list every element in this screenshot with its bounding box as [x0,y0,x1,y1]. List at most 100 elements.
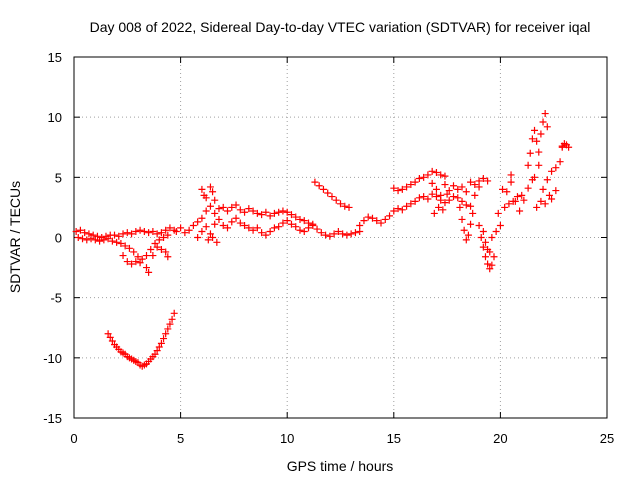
data-point [415,175,423,183]
data-point [219,203,227,211]
chart-title: Day 008 of 2022, Sidereal Day-to-day VTE… [90,19,591,35]
data-point [206,183,214,191]
series-baseline-b [74,231,172,263]
x-tick-label: 10 [280,431,294,446]
data-point [113,238,121,246]
data-point [296,215,304,223]
data-point [275,223,283,231]
data-point [270,224,278,232]
data-point [198,214,206,222]
data-point [471,191,479,199]
data-point [524,161,532,169]
data-point [531,126,539,134]
data-point [398,185,406,193]
data-point [360,217,368,225]
y-tick-label: -5 [50,291,62,306]
data-point [168,315,176,323]
data-point [166,320,174,328]
data-point [481,253,489,261]
y-tick-label: -10 [43,351,62,366]
series-dip-c [119,243,172,276]
data-point [185,226,193,234]
data-point [209,188,217,196]
data-point [162,226,170,234]
data-point [458,183,466,191]
data-point [145,268,153,276]
data-point [334,227,342,235]
data-point [279,207,287,215]
data-point [211,220,219,228]
data-point [432,193,440,201]
x-tick-label: 20 [493,431,507,446]
data-point [460,226,468,234]
data-point [164,253,172,261]
data-point [398,206,406,214]
data-point [407,200,415,208]
data-point [351,229,359,237]
data-point [471,181,479,189]
data-point [104,235,112,243]
data-point [428,190,436,198]
data-point [526,149,534,157]
data-point [305,224,313,232]
data-point [424,171,432,179]
data-point [164,231,172,239]
data-point [437,171,445,179]
data-point [531,173,539,181]
data-point [541,110,549,118]
data-point [142,264,150,272]
data-point [228,203,236,211]
data-point [134,253,142,261]
data-point [505,200,513,208]
data-point [324,189,332,197]
series-mid-band-a [172,201,317,237]
y-tick-label: 0 [55,231,62,246]
data-point [394,187,402,195]
data-point [456,203,464,211]
data-point [524,184,532,192]
data-point [411,178,419,186]
data-point [494,209,502,217]
data-point [503,188,511,196]
data-point [479,175,487,183]
data-point [556,158,564,166]
data-point [204,236,212,244]
data-point [341,202,349,210]
data-point [533,203,541,211]
data-point [153,230,161,238]
data-point [449,193,457,201]
data-point [347,230,355,238]
data-point [296,226,304,234]
data-point [279,219,287,227]
data-point [479,243,487,251]
data-point [317,229,325,237]
data-point [128,260,136,268]
data-point [202,223,210,231]
data-point [441,172,449,180]
data-point [381,215,389,223]
y-tick-label: 15 [48,50,62,65]
data-point [275,208,283,216]
data-point [337,200,344,208]
data-point [224,207,232,215]
data-point [332,196,340,204]
data-point [93,232,101,240]
data-point [479,227,487,235]
data-point [232,214,240,222]
data-point [157,339,165,347]
data-point [172,227,180,235]
data-point [528,135,536,143]
data-point [411,197,419,205]
data-point [475,221,483,229]
data-point [132,258,140,266]
data-point [475,177,483,185]
data-point [236,206,244,214]
data-point [407,181,415,189]
data-point [164,325,172,333]
data-point [462,188,470,196]
data-point [343,231,351,239]
data-point [151,240,159,248]
data-point [501,203,509,211]
data-point [181,229,189,237]
data-point [245,205,253,213]
